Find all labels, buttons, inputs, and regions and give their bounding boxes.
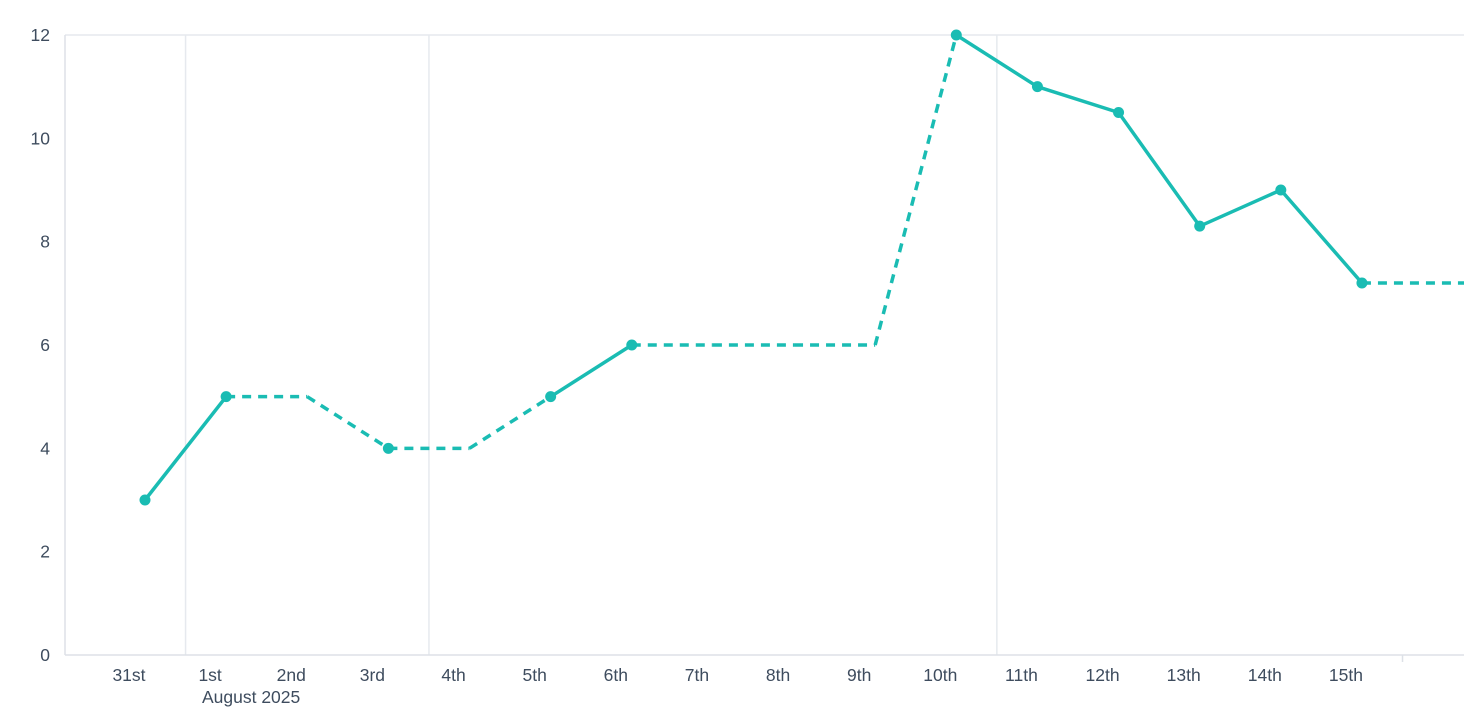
data-point-marker[interactable] [139, 494, 151, 506]
data-point-marker[interactable] [220, 391, 232, 403]
data-point-marker[interactable] [1113, 107, 1125, 118]
series-line-segment-solid [954, 33, 1040, 89]
x-tick-label: 7th [685, 665, 709, 685]
series-line-segment-solid [548, 343, 634, 399]
x-tick-label: 13th [1167, 665, 1201, 685]
data-point-marker[interactable] [1356, 277, 1368, 289]
x-tick-label: 14th [1248, 665, 1282, 685]
series-line-segment-solid [1116, 110, 1202, 228]
y-tick-label: 12 [31, 25, 50, 45]
x-tick-label: 9th [847, 665, 871, 685]
data-point-marker[interactable] [950, 29, 962, 41]
x-tick-label: 4th [441, 665, 465, 685]
data-point-marker[interactable] [1031, 81, 1043, 93]
x-tick-label: 8th [766, 665, 790, 685]
x-tick-label: 31st [112, 665, 145, 685]
data-point-marker[interactable] [382, 442, 394, 454]
y-tick-label: 8 [40, 232, 50, 252]
y-tick-label: 2 [40, 542, 50, 562]
data-point-marker[interactable] [545, 391, 557, 403]
series-line-segment-solid [1197, 188, 1283, 228]
series-line-segment-dashed [306, 395, 390, 450]
y-tick-label: 10 [31, 128, 51, 148]
x-tick-label: 10th [923, 665, 957, 685]
series-line-segment-dashed [873, 34, 958, 346]
x-tick-label: 2nd [277, 665, 306, 685]
x-tick-label: 1st [198, 665, 221, 685]
series-line-segment-solid [143, 394, 228, 502]
series-line-segment-solid [1279, 188, 1364, 285]
y-tick-label: 6 [40, 335, 50, 355]
data-point-marker[interactable] [1194, 220, 1206, 232]
x-tick-label: 5th [522, 665, 546, 685]
data-point-marker[interactable] [626, 339, 638, 351]
data-point-marker[interactable] [1275, 184, 1287, 196]
x-tick-label: 15th [1329, 665, 1363, 685]
x-tick-label: 12th [1086, 665, 1120, 685]
x-tick-label: 3rd [360, 665, 385, 685]
y-tick-label: 0 [40, 645, 50, 665]
x-tick-label: 11th [1005, 665, 1038, 685]
series-line-segment-dashed [468, 395, 552, 450]
y-tick-label: 4 [40, 438, 50, 458]
series-line-segment-solid [1035, 84, 1121, 115]
x-axis-month-label: August 2025 [202, 687, 300, 707]
x-tick-label: 6th [604, 665, 628, 685]
